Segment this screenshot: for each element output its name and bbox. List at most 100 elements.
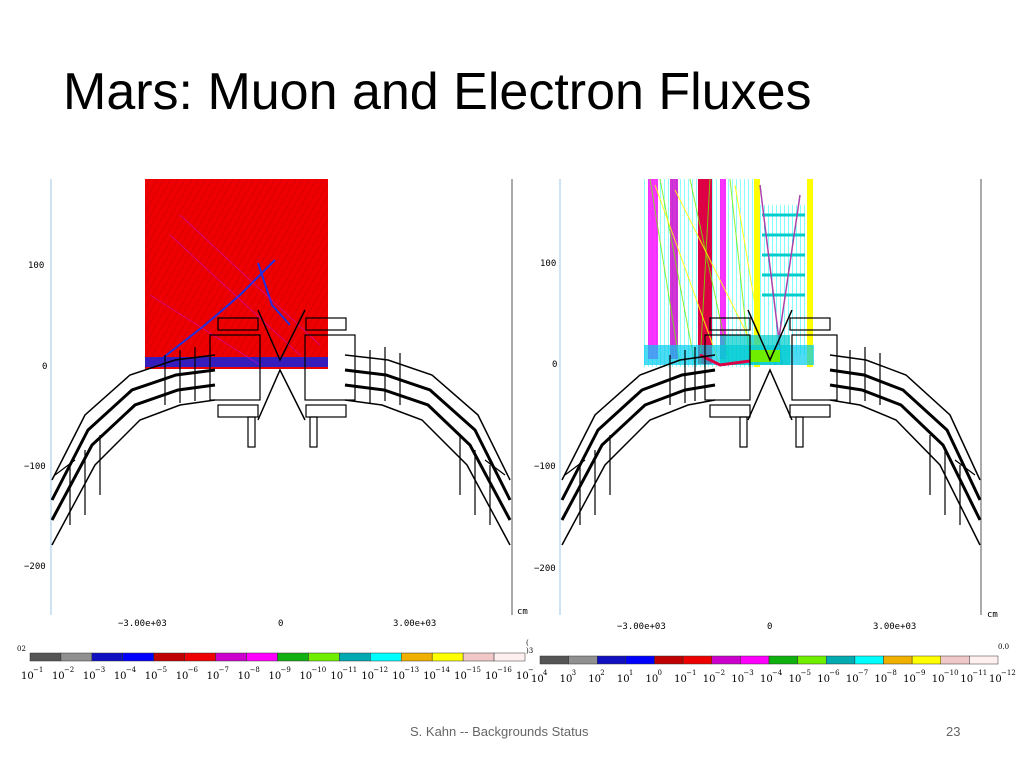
colorbar-tick-label: 10	[760, 674, 773, 685]
colorbar-swatch	[29, 652, 62, 662]
y-tick-label: −200	[534, 564, 556, 574]
colorbar-tick-exponent: −14	[435, 666, 450, 674]
colorbar-tick-label: 10	[114, 671, 127, 682]
y-tick-label: 100	[28, 261, 44, 271]
y-tick-label: 0	[42, 362, 47, 372]
colorbar-swatch	[493, 652, 526, 662]
colorbar-tick-exponent: 1	[629, 669, 633, 677]
colorbar-tick-label: 10	[560, 674, 573, 685]
colorbar-swatch	[854, 655, 884, 665]
colorbar-tick-exponent: −1	[686, 669, 696, 677]
colorbar-swatch	[969, 655, 999, 665]
colorbar-tick-label: 10	[238, 671, 251, 682]
colorbar-tick-label: 10	[846, 674, 859, 685]
colorbar-tick-exponent: −8	[250, 666, 260, 674]
colorbar-tick-exponent: −3	[95, 666, 105, 674]
slide-number: 23	[946, 724, 961, 739]
colorbar-tick-exponent: −10	[311, 666, 326, 674]
slide-title: Mars: Muon and Electron Fluxes	[63, 63, 812, 121]
colorbar-tick-exponent: −7	[858, 669, 868, 677]
colorbar-swatch	[797, 655, 827, 665]
colorbar-swatch	[215, 652, 247, 662]
colorbar-swatch	[153, 652, 185, 662]
colorbar-tick-label: 10	[21, 671, 34, 682]
colorbar-tick-exponent: −11	[972, 669, 987, 677]
colorbar-tick-exponent: −6	[188, 666, 199, 674]
colorbar-end-label: (	[526, 639, 529, 647]
colorbar-tick-label: 10	[299, 671, 312, 682]
muon-flux-plot: 100 0 −100 −200	[0, 175, 535, 690]
colorbar-swatch	[911, 655, 941, 665]
colorbar-swatch	[184, 652, 216, 662]
colorbar-tick-exponent: −3	[743, 669, 753, 677]
x-tick-label: −3.00e+03	[118, 619, 167, 629]
colorbar-tick-label: 10	[269, 671, 282, 682]
colorbar-tick-exponent: −12	[373, 666, 388, 674]
colorbar-tick-label: 10	[176, 671, 189, 682]
colorbar-tick-label: 10	[875, 674, 888, 685]
colorbar-tick-exponent: −17	[528, 666, 535, 674]
colorbar-tick-exponent: 2	[600, 669, 604, 677]
colorbar-tick-label: 10	[989, 674, 1002, 685]
y-tick-label: −100	[24, 462, 46, 472]
electron-flux-region	[644, 178, 814, 367]
x-tick-label: 3.00e+03	[873, 622, 916, 632]
colorbar-tick-label: 10	[516, 671, 529, 682]
colorbar-tick-exponent: −8	[887, 669, 897, 677]
colorbar-swatch	[883, 655, 913, 665]
colorbar	[539, 655, 999, 665]
colorbar-tick-label: 10	[703, 674, 716, 685]
colorbar-tick-label: 10	[145, 671, 158, 682]
colorbar-tick-label: 10	[52, 671, 65, 682]
colorbar-tick-label: 10	[207, 671, 220, 682]
colorbar-tick-label: 10	[485, 671, 498, 682]
colorbar-end-label: )3	[526, 647, 533, 655]
colorbar-swatch	[91, 652, 124, 662]
colorbar-tick-label: 10	[617, 674, 630, 685]
colorbar-tick-exponent: −7	[219, 666, 229, 674]
colorbar-tick-label: 10	[454, 671, 467, 682]
colorbar-tick-label: 10	[646, 674, 659, 685]
colorbar-tick-label: 10	[531, 674, 544, 685]
colorbar-tick-label: 10	[817, 674, 830, 685]
x-tick-label: −3.00e+03	[617, 622, 666, 632]
colorbar-tick-label: 10	[361, 671, 374, 682]
colorbar-swatch	[740, 655, 770, 665]
colorbar-tick-exponent: −2	[715, 669, 725, 677]
colorbar-swatch	[539, 655, 569, 665]
colorbar-tick-exponent: −5	[157, 666, 167, 674]
colorbar-tick-exponent: −11	[342, 666, 357, 674]
colorbar-swatch	[654, 655, 684, 665]
colorbar-swatch	[568, 655, 598, 665]
colorbar-tick-label: 10	[932, 674, 945, 685]
colorbar	[29, 652, 526, 662]
colorbar-tick-exponent: −9	[281, 666, 291, 674]
colorbar-tick-exponent: −4	[772, 669, 783, 677]
colorbar-tick-exponent: −12	[1001, 669, 1016, 677]
colorbar-tick-label: 10	[789, 674, 802, 685]
colorbar-swatch	[711, 655, 741, 665]
colorbar-labels: 10−110−210−310−410−510−610−710−810−910−1…	[21, 666, 535, 682]
colorbar-end-label: 02	[17, 645, 26, 653]
colorbar-swatch	[339, 652, 371, 662]
colorbar-tick-exponent: −15	[466, 666, 481, 674]
y-tick-label: 0	[552, 360, 557, 370]
muon-flux-region	[145, 179, 328, 369]
x-tick-label: 0	[767, 622, 772, 632]
colorbar-tick-exponent: 4	[543, 669, 548, 677]
colorbar-swatch	[401, 652, 433, 662]
colorbar-tick-exponent: −10	[944, 669, 959, 677]
colorbar-swatch	[308, 652, 340, 662]
colorbar-tick-label: 10	[674, 674, 687, 685]
axis-unit: cm	[987, 610, 998, 620]
colorbar-tick-exponent: −13	[404, 666, 419, 674]
colorbar-tick-label: 10	[903, 674, 916, 685]
colorbar-tick-exponent: −2	[64, 666, 74, 674]
colorbar-swatch	[826, 655, 856, 665]
colorbar-swatch	[940, 655, 970, 665]
colorbar-tick-exponent: −4	[126, 666, 137, 674]
y-tick-label: −100	[534, 462, 556, 472]
footer-text: S. Kahn -- Backgrounds Status	[410, 724, 589, 739]
axis-unit: cm	[517, 607, 528, 617]
colorbar-swatch	[277, 652, 309, 662]
